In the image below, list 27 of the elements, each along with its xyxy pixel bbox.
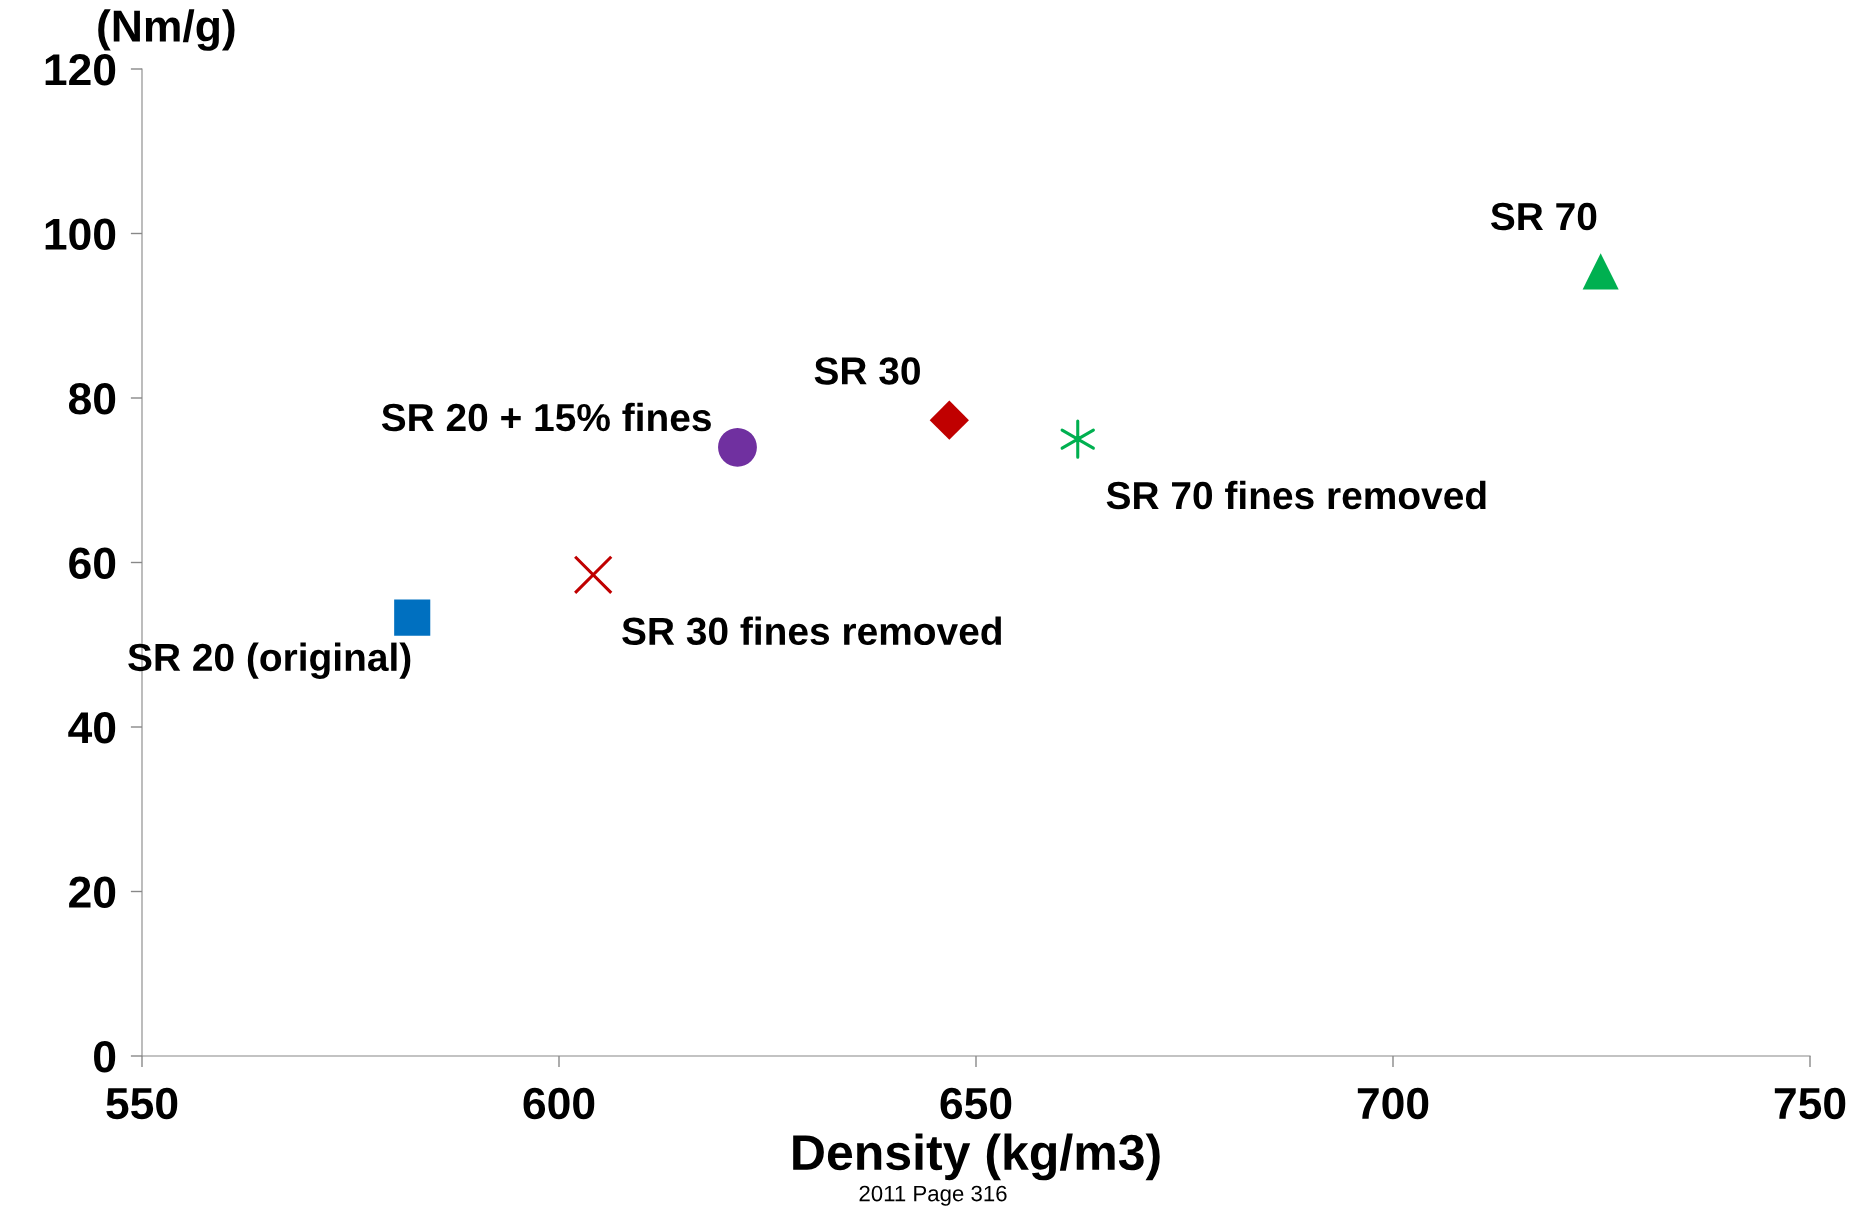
point	[573, 555, 613, 595]
y-tick-label: 120	[45, 54, 116, 86]
y-tick-label: 0	[94, 1041, 116, 1073]
point	[718, 427, 757, 467]
x-tick-label: 550	[106, 1087, 178, 1120]
point	[1582, 253, 1619, 290]
series-label: SR 20 (original)	[128, 642, 411, 680]
y-tick-label: 100	[45, 218, 116, 251]
series-label: SR 30 fines removed	[622, 616, 1001, 646]
series-label: SR 70 fines removed	[1106, 480, 1486, 510]
x-axis-title: Density (kg/m3)	[793, 1133, 1160, 1181]
point	[1060, 419, 1095, 459]
text: 2011 Page 316	[859, 1185, 1007, 1206]
point	[929, 400, 969, 440]
x-tick-label: 750	[1774, 1087, 1846, 1120]
y-tick-label: 40	[68, 712, 116, 744]
x-tick-label: 700	[1357, 1087, 1429, 1120]
series-label: SR 70	[1490, 202, 1597, 231]
point	[394, 599, 431, 636]
x-tick-label: 600	[523, 1087, 595, 1120]
series-label: SR 20 + 15% fines	[381, 402, 711, 432]
y-tick-label: 60	[69, 547, 116, 580]
y-tick-label: 80	[68, 383, 116, 415]
series-label: SR 30	[814, 357, 920, 385]
y-tick-label: 20	[69, 876, 116, 909]
x-tick-label: 650	[940, 1087, 1012, 1120]
y-axis-title: (Nm/g)	[98, 9, 235, 51]
